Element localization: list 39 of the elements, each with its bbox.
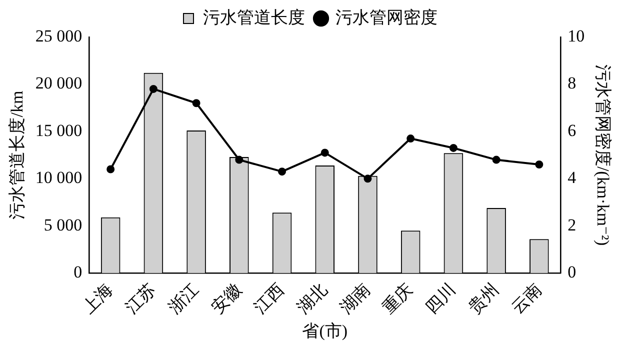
point: [449, 144, 458, 152]
point: [535, 160, 544, 169]
y-tick-label: 10 000: [35, 168, 82, 188]
point: [149, 84, 158, 93]
y2-tick-label: 4: [568, 168, 577, 188]
y2-tick-label: 0: [568, 262, 576, 282]
x-tick-label: 云南: [508, 280, 546, 318]
x-tick-label: 安徽: [208, 280, 246, 318]
point: [364, 174, 372, 183]
y2-tick-label: 10: [568, 26, 585, 46]
y-tick-label: 0: [74, 262, 82, 282]
point: [235, 156, 244, 164]
x-tick-label: 浙江: [164, 280, 202, 318]
y2-tick-label: 2: [568, 215, 576, 234]
legend-label: 污水管道长度: [203, 8, 305, 27]
point: [192, 99, 200, 108]
point: [278, 168, 286, 176]
x-tick-label: 江西: [250, 280, 288, 318]
legend-label: 污水管网密度: [336, 8, 438, 27]
y2-axis-title: 污水管网密度/(km·km⁻²): [593, 64, 612, 246]
x-tick-label: 湖北: [293, 280, 331, 318]
x-tick-label: 重庆: [379, 280, 417, 318]
x-tick-label: 四川: [422, 280, 460, 318]
x-tick-label: 湖南: [336, 280, 374, 318]
point: [106, 165, 115, 174]
point: [492, 156, 500, 164]
y2-tick-label: 6: [568, 120, 576, 140]
x-axis-title: 省(市): [302, 321, 348, 340]
y-tick-label: 5 000: [44, 215, 82, 234]
point: [320, 148, 329, 157]
y2-tick-label: 8: [568, 74, 576, 93]
x-tick-label: 上海: [79, 280, 117, 318]
point: [406, 134, 415, 143]
x-tick-label: 江苏: [122, 280, 160, 318]
y-tick-label: 20 000: [35, 74, 82, 93]
y-tick-label: 15 000: [35, 120, 82, 140]
x-tick-label: 贵州: [464, 280, 502, 318]
y-axis-title: 污水管道长度/km: [8, 90, 27, 220]
y-tick-label: 25 000: [35, 26, 82, 46]
